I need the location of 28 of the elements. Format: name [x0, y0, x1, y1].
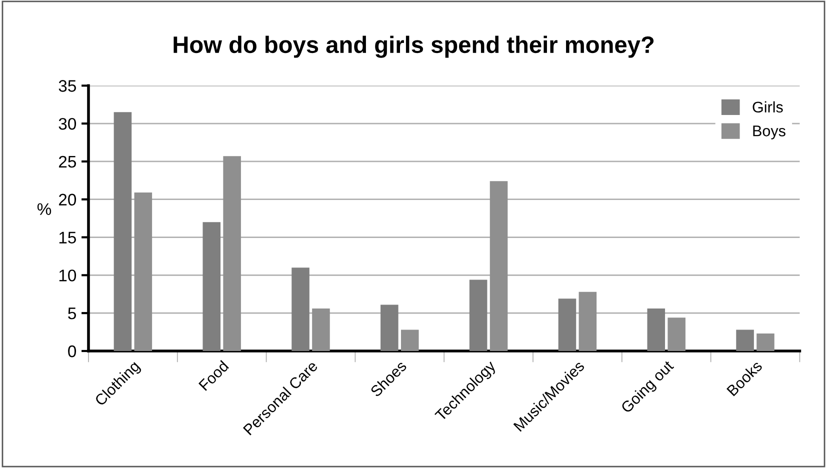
bar	[134, 192, 152, 351]
bar	[380, 304, 398, 351]
bar	[469, 280, 488, 351]
bar	[292, 268, 310, 351]
y-tick-label: 20	[58, 194, 76, 206]
bar	[736, 330, 754, 351]
bar	[578, 292, 597, 351]
y-tick-label: 25	[58, 156, 76, 168]
bar	[558, 298, 576, 351]
chart-title: How do boys and girls spend their money?	[174, 36, 654, 58]
bar	[202, 222, 221, 351]
y-tick-label: 0	[68, 345, 76, 358]
bar	[490, 181, 508, 351]
legend-label: Boys	[753, 126, 786, 140]
bar	[647, 308, 666, 351]
y-tick-label: 30	[58, 118, 76, 130]
bar	[668, 318, 686, 351]
y-axis-title: %	[37, 203, 52, 215]
bar	[223, 156, 241, 351]
bar	[114, 112, 132, 351]
y-tick-label: 10	[59, 270, 76, 282]
y-tick-label: 5	[68, 308, 76, 320]
bar	[312, 308, 330, 351]
bar	[756, 334, 774, 351]
bar	[400, 330, 419, 351]
y-tick-label: 35	[58, 80, 76, 92]
y-tick-label: 15	[59, 232, 76, 244]
legend-label: Girls	[752, 101, 783, 113]
